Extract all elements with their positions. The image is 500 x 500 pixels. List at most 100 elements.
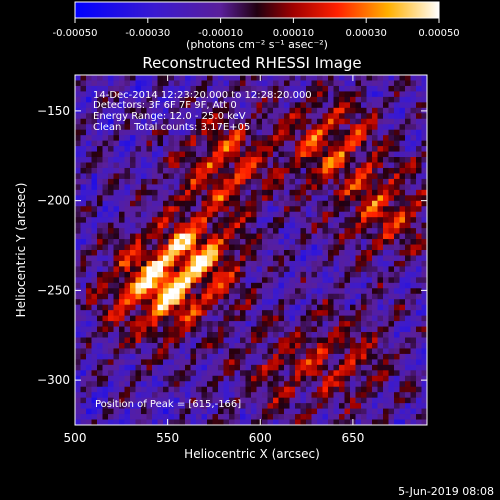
heatmap-cell [333,157,340,163]
heatmap-cell [306,162,312,169]
heatmap-cell [80,342,87,349]
heatmap-cell [179,118,186,125]
heatmap-cell [168,118,175,125]
heatmap-cell [377,277,384,284]
heatmap-cell [102,277,109,284]
heatmap-cell [366,244,373,251]
heatmap-cell [124,85,131,92]
heatmap-cell [256,118,263,125]
heatmap-cell [135,91,142,98]
heatmap-cell [152,326,158,333]
heatmap-cell [124,124,131,131]
heatmap-cell [355,260,362,267]
heatmap-cell [399,118,406,125]
heatmap-cell [75,162,81,169]
heatmap-cell [168,124,175,131]
heatmap-cell [157,315,164,322]
heatmap-cell [212,167,219,174]
heatmap-cell [212,386,219,393]
heatmap-cell [289,326,296,333]
heatmap-cell [75,222,81,229]
heatmap-cell [405,299,411,306]
heatmap-cell [229,364,235,371]
heatmap-cell [421,113,427,120]
heatmap-cell [300,271,307,278]
heatmap-cell [201,75,208,81]
heatmap-cell [377,370,384,377]
heatmap-cell [262,184,268,191]
heatmap-cell [130,250,136,256]
heatmap-cell [289,255,296,262]
heatmap-cell [174,189,180,196]
heatmap-cell [289,140,296,147]
heatmap-cell [383,206,389,213]
heatmap-cell [306,118,312,125]
heatmap-cell [146,206,153,213]
heatmap-cell [355,337,362,344]
heatmap-cell [174,370,180,377]
heatmap-cell [174,403,180,409]
heatmap-cell [284,211,290,218]
heatmap-cell [146,102,153,109]
heatmap-cell [361,266,367,273]
heatmap-cell [322,140,329,147]
heatmap-cell [355,271,362,278]
heatmap-cell [317,299,323,306]
heatmap-cell [207,239,213,245]
heatmap-cell [207,304,213,311]
heatmap-cell [190,113,197,120]
heatmap-cell [218,233,224,240]
heatmap-cell [119,233,125,240]
heatmap-cell [421,271,427,278]
heatmap-cell [377,80,384,87]
heatmap-cell [273,315,279,322]
heatmap-cell [97,173,103,180]
heatmap-cell [339,403,345,409]
heatmap-cell [146,414,153,420]
heatmap-cell [256,96,263,103]
heatmap-cell [86,381,92,388]
heatmap-cell [245,217,252,224]
colorbar-tick-label: 0.00030 [346,28,387,39]
heatmap-cell [399,337,406,344]
heatmap-cell [119,162,125,169]
heatmap-cell [174,266,180,273]
heatmap-cell [322,102,329,109]
heatmap-cell [245,157,252,163]
heatmap-cell [383,102,389,109]
heatmap-cell [218,80,224,87]
heatmap-cell [267,255,274,262]
heatmap-cell [256,353,263,360]
heatmap-cell [322,135,329,142]
heatmap-cell [251,85,257,92]
heatmap-cell [300,228,307,234]
heatmap-cell [295,195,301,202]
heatmap-cell [410,239,417,245]
heatmap-cell [240,96,246,103]
heatmap-cell [344,140,351,147]
heatmap-cell [416,255,422,262]
heatmap-cell [152,80,158,87]
heatmap-cell [97,222,103,229]
heatmap-cell [86,342,92,349]
heatmap-cell [333,342,340,349]
heatmap-cell [135,397,142,404]
heatmap-cell [174,260,180,267]
heatmap-cell [355,113,362,120]
heatmap-cell [322,184,329,191]
heatmap-cell [119,222,125,229]
heatmap-cell [399,299,406,306]
heatmap-cell [355,244,362,251]
heatmap-cell [405,184,411,191]
heatmap-cell [141,315,147,322]
heatmap-cell [80,304,87,311]
heatmap-cell [75,75,81,81]
heatmap-cell [146,233,153,240]
heatmap-cell [196,375,202,382]
heatmap-cell [372,310,378,317]
heatmap-cell [185,260,191,267]
heatmap-cell [262,282,268,289]
heatmap-cell [317,178,323,185]
heatmap-cell [366,140,373,147]
heatmap-cell [273,255,279,262]
